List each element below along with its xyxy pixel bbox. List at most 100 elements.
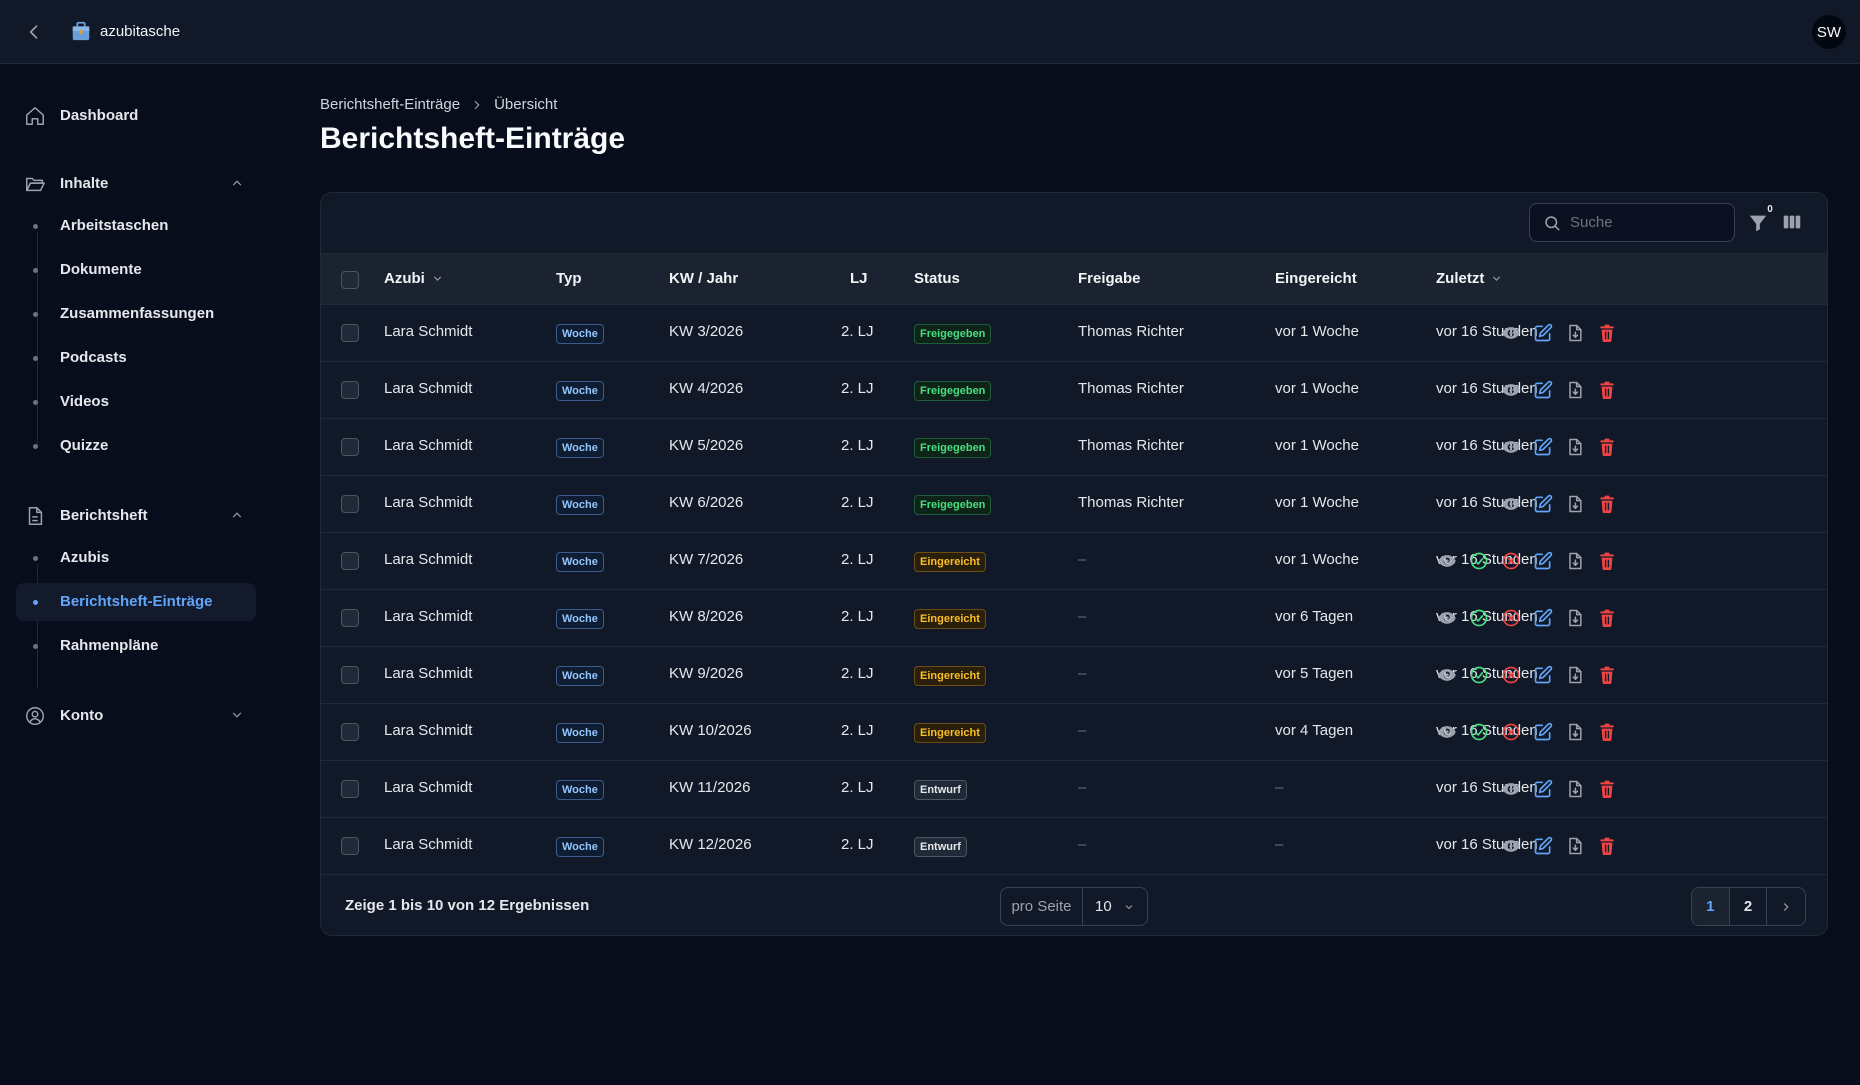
type-badge: Woche (556, 609, 604, 629)
bullet-dot (33, 268, 38, 273)
pdf-download-icon[interactable] (1565, 494, 1585, 514)
sidebar-item-azubis[interactable]: Azubis (16, 539, 256, 577)
row-checkbox[interactable] (341, 837, 359, 855)
delete-icon[interactable] (1597, 494, 1617, 514)
delete-icon[interactable] (1597, 836, 1617, 856)
row-checkbox[interactable] (341, 324, 359, 342)
edit-icon[interactable] (1533, 551, 1553, 571)
reject-icon[interactable] (1501, 665, 1521, 685)
top-bar: azubitasche SW (0, 0, 1860, 64)
row-checkbox[interactable] (341, 438, 359, 456)
edit-icon[interactable] (1533, 665, 1553, 685)
sidebar-item-videos[interactable]: Videos (16, 383, 256, 421)
table-row[interactable]: Lara Schmidt Woche KW 7/2026 2. LJ Eingereic… (321, 533, 1827, 590)
table-row[interactable]: Lara Schmidt Woche KW 12/2026 2. LJ Entwurf –… (321, 818, 1827, 875)
view-icon[interactable] (1437, 722, 1457, 742)
view-icon[interactable] (1437, 551, 1457, 571)
pdf-download-icon[interactable] (1565, 665, 1585, 685)
approve-icon[interactable] (1469, 608, 1489, 628)
table-toolbar: 0 (321, 193, 1827, 253)
sidebar-item-berichtsheft-eintraege[interactable]: Berichtsheft-Einträge (16, 583, 256, 621)
sidebar-item-arbeitstaschen[interactable]: Arbeitstaschen (16, 207, 256, 245)
pdf-download-icon[interactable] (1565, 437, 1585, 457)
search-input[interactable] (1570, 204, 1730, 241)
page-button-2[interactable]: 2 (1730, 888, 1768, 925)
per-page-select[interactable]: 10 (1083, 888, 1147, 925)
edit-icon[interactable] (1533, 608, 1553, 628)
sidebar-item-zusammenfassungen[interactable]: Zusammenfassungen (16, 295, 256, 333)
sidebar-item-dokumente[interactable]: Dokumente (16, 251, 256, 289)
sidebar-group-konto[interactable]: Konto (16, 695, 256, 735)
select-all-checkbox[interactable] (341, 271, 359, 289)
user-avatar[interactable]: SW (1812, 15, 1846, 49)
approve-icon[interactable] (1469, 665, 1489, 685)
row-checkbox[interactable] (341, 495, 359, 513)
delete-icon[interactable] (1597, 608, 1617, 628)
reject-icon[interactable] (1501, 722, 1521, 742)
delete-icon[interactable] (1597, 437, 1617, 457)
page-button-1[interactable]: 1 (1692, 888, 1730, 925)
column-header-azubi[interactable]: Azubi (384, 270, 444, 287)
sidebar-group-inhalte[interactable]: Inhalte (16, 163, 256, 203)
edit-icon[interactable] (1533, 380, 1553, 400)
approve-icon[interactable] (1469, 551, 1489, 571)
row-checkbox[interactable] (341, 381, 359, 399)
row-checkbox[interactable] (341, 552, 359, 570)
column-header-zuletzt[interactable]: Zuletzt (1436, 270, 1503, 287)
columns-icon[interactable] (1781, 211, 1803, 233)
view-icon[interactable] (1501, 380, 1521, 400)
pdf-download-icon[interactable] (1565, 323, 1585, 343)
delete-icon[interactable] (1597, 779, 1617, 799)
sidebar-group-berichtsheft[interactable]: Berichtsheft (16, 495, 256, 535)
edit-icon[interactable] (1533, 323, 1553, 343)
sidebar-item-quizze[interactable]: Quizze (16, 427, 256, 465)
cell-freigabe: – (1078, 779, 1087, 796)
row-checkbox[interactable] (341, 609, 359, 627)
delete-icon[interactable] (1597, 323, 1617, 343)
edit-icon[interactable] (1533, 722, 1553, 742)
view-icon[interactable] (1501, 323, 1521, 343)
edit-icon[interactable] (1533, 437, 1553, 457)
edit-icon[interactable] (1533, 836, 1553, 856)
pdf-download-icon[interactable] (1565, 608, 1585, 628)
sidebar-item-podcasts[interactable]: Podcasts (16, 339, 256, 377)
table-row[interactable]: Lara Schmidt Woche KW 3/2026 2. LJ Freigegeb… (321, 305, 1827, 362)
reject-icon[interactable] (1501, 551, 1521, 571)
table-row[interactable]: Lara Schmidt Woche KW 8/2026 2. LJ Eingereic… (321, 590, 1827, 647)
view-icon[interactable] (1501, 836, 1521, 856)
delete-icon[interactable] (1597, 665, 1617, 685)
view-icon[interactable] (1501, 437, 1521, 457)
delete-icon[interactable] (1597, 551, 1617, 571)
pdf-download-icon[interactable] (1565, 836, 1585, 856)
back-button[interactable] (22, 20, 46, 44)
table-row[interactable]: Lara Schmidt Woche KW 5/2026 2. LJ Freigegeb… (321, 419, 1827, 476)
edit-icon[interactable] (1533, 779, 1553, 799)
next-page-button[interactable] (1767, 888, 1805, 925)
row-checkbox[interactable] (341, 723, 359, 741)
pdf-download-icon[interactable] (1565, 722, 1585, 742)
table-row[interactable]: Lara Schmidt Woche KW 11/2026 2. LJ Entwurf –… (321, 761, 1827, 818)
sidebar-item-rahmenplaene[interactable]: Rahmenpläne (16, 627, 256, 665)
edit-icon[interactable] (1533, 494, 1553, 514)
brand[interactable]: azubitasche (70, 20, 180, 42)
breadcrumb-link[interactable]: Berichtsheft-Einträge (320, 96, 461, 113)
view-icon[interactable] (1437, 608, 1457, 628)
reject-icon[interactable] (1501, 608, 1521, 628)
delete-icon[interactable] (1597, 380, 1617, 400)
table-row[interactable]: Lara Schmidt Woche KW 9/2026 2. LJ Eingereic… (321, 647, 1827, 704)
approve-icon[interactable] (1469, 722, 1489, 742)
pdf-download-icon[interactable] (1565, 779, 1585, 799)
table-row[interactable]: Lara Schmidt Woche KW 4/2026 2. LJ Freigegeb… (321, 362, 1827, 419)
pdf-download-icon[interactable] (1565, 380, 1585, 400)
pdf-download-icon[interactable] (1565, 551, 1585, 571)
table-row[interactable]: Lara Schmidt Woche KW 6/2026 2. LJ Freigegeb… (321, 476, 1827, 533)
row-checkbox[interactable] (341, 780, 359, 798)
row-checkbox[interactable] (341, 666, 359, 684)
view-icon[interactable] (1437, 665, 1457, 685)
view-icon[interactable] (1501, 494, 1521, 514)
filter-icon[interactable] (1747, 212, 1769, 234)
delete-icon[interactable] (1597, 722, 1617, 742)
view-icon[interactable] (1501, 779, 1521, 799)
table-row[interactable]: Lara Schmidt Woche KW 10/2026 2. LJ Eingerei… (321, 704, 1827, 761)
sidebar-item-dashboard[interactable]: Dashboard (16, 95, 256, 135)
